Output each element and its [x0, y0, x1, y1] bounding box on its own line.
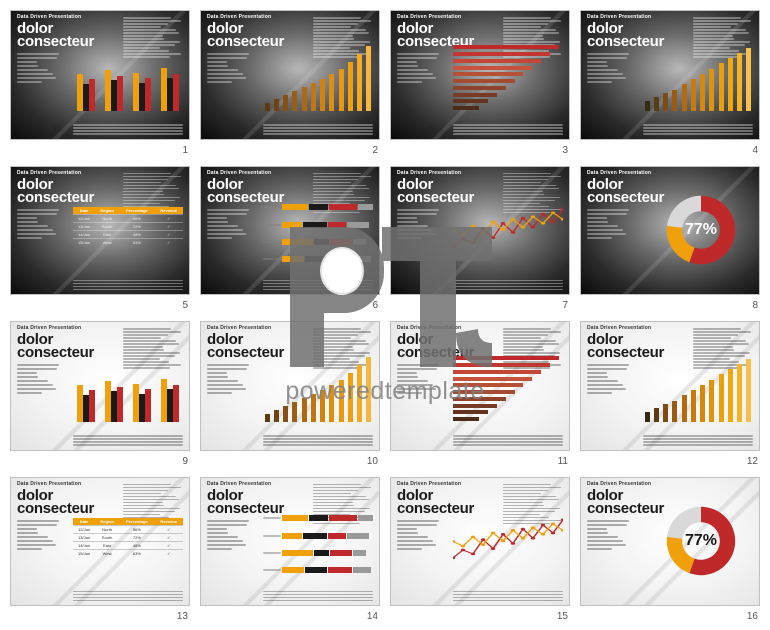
- gradient-bars-chart: [643, 45, 753, 111]
- slide-canvas: Data Driven Presentation dolorconsecteur: [390, 477, 570, 607]
- slide-number: 15: [557, 611, 568, 622]
- slide-footer-text: [263, 591, 373, 602]
- slide-thumbnail-16[interactable]: Data Driven Presentation dolorconsecteur…: [580, 477, 760, 621]
- slide-footer-text: [643, 435, 753, 446]
- slide-thumbnail-7[interactable]: Data Driven Presentation dolorconsecteur…: [390, 166, 570, 310]
- slide-number: 13: [177, 611, 188, 622]
- slide-number: 1: [182, 145, 188, 156]
- slide-footer-text: [73, 435, 183, 446]
- slide-footer-text: [263, 124, 373, 135]
- slide-canvas: Data Driven Presentation dolorconsecteur: [390, 10, 570, 140]
- slide-thumbnail-15[interactable]: Data Driven Presentation dolorconsecteur…: [390, 477, 570, 621]
- ring-chart: 77%: [653, 500, 749, 584]
- gradient-bars-chart: [643, 356, 753, 422]
- slide-canvas: Data Driven Presentation dolorconsecteur: [200, 10, 380, 140]
- slide-thumbnail-10[interactable]: Data Driven Presentation dolorconsecteur…: [200, 321, 380, 465]
- slide-canvas: Data Driven Presentation dolorconsecteur…: [10, 477, 190, 607]
- slide-canvas: Data Driven Presentation dolorconsecteur: [200, 477, 380, 607]
- slide-thumbnail-8[interactable]: Data Driven Presentation dolorconsecteur…: [580, 166, 760, 310]
- line-chart: [453, 512, 563, 578]
- slide-canvas: Data Driven Presentation dolorconsecteur: [10, 10, 190, 140]
- slide-number: 7: [562, 300, 568, 311]
- slide-number: 14: [367, 611, 378, 622]
- slide-footer-text: [453, 280, 563, 291]
- slide-thumbnail-14[interactable]: Data Driven Presentation dolorconsecteur…: [200, 477, 380, 621]
- slide-footer-text: [643, 124, 753, 135]
- slide-number: 10: [367, 456, 378, 467]
- grouped-bar-chart: [73, 356, 183, 422]
- slide-number: 11: [558, 456, 568, 467]
- slide-canvas: Data Driven Presentation dolorconsecteur: [390, 321, 570, 451]
- slide-thumbnail-3[interactable]: Data Driven Presentation dolorconsecteur…: [390, 10, 570, 154]
- slide-canvas: Data Driven Presentation dolorconsecteur…: [580, 477, 760, 607]
- slide-number: 16: [747, 611, 758, 622]
- thumbnail-grid: Data Driven Presentation dolorconsecteur…: [0, 0, 770, 630]
- ascending-bars-chart: [263, 356, 373, 422]
- slide-number: 2: [372, 145, 378, 156]
- slide-number: 3: [562, 145, 568, 156]
- thumbnail-grid-stage: Data Driven Presentation dolorconsecteur…: [0, 0, 770, 630]
- table-chart: DateRegionPercentageRevenue12/JanNorth56…: [73, 518, 183, 578]
- slide-thumbnail-13[interactable]: Data Driven Presentation dolorconsecteur…: [10, 477, 190, 621]
- slide-canvas: Data Driven Presentation dolorconsecteur: [580, 321, 760, 451]
- slide-thumbnail-4[interactable]: Data Driven Presentation dolorconsecteur…: [580, 10, 760, 154]
- slide-canvas: Data Driven Presentation dolorconsecteur…: [10, 166, 190, 296]
- slide-footer-text: [263, 280, 373, 291]
- slide-title: dolorconsecteur: [17, 489, 94, 515]
- ring-chart: 77%: [653, 189, 749, 273]
- slide-thumbnail-5[interactable]: Data Driven Presentation dolorconsecteur…: [10, 166, 190, 310]
- slide-number: 5: [182, 300, 188, 311]
- slide-number: 4: [752, 145, 758, 156]
- slide-canvas: Data Driven Presentation dolorconsecteur: [200, 321, 380, 451]
- slide-thumbnail-1[interactable]: Data Driven Presentation dolorconsecteur…: [10, 10, 190, 154]
- slide-thumbnail-2[interactable]: Data Driven Presentation dolorconsecteur…: [200, 10, 380, 154]
- stacked-hbar-chart: [263, 201, 373, 267]
- slide-footer-text: [73, 124, 183, 135]
- slide-canvas: Data Driven Presentation dolorconsecteur: [200, 166, 380, 296]
- slide-footer-text: [453, 435, 563, 446]
- slide-thumbnail-11[interactable]: Data Driven Presentation dolorconsecteur…: [390, 321, 570, 465]
- slide-footer-text: [73, 280, 183, 291]
- slide-canvas: Data Driven Presentation dolorconsecteur: [390, 166, 570, 296]
- ascending-bars-chart: [263, 45, 373, 111]
- slide-canvas: Data Driven Presentation dolorconsecteur: [10, 321, 190, 451]
- slide-number: 6: [372, 300, 378, 311]
- slide-canvas: Data Driven Presentation dolorconsecteur…: [580, 166, 760, 296]
- slide-number: 9: [182, 456, 188, 467]
- descending-hbar-chart: [453, 45, 563, 111]
- slide-thumbnail-9[interactable]: Data Driven Presentation dolorconsecteur…: [10, 321, 190, 465]
- stacked-hbar-chart: [263, 512, 373, 578]
- slide-title: dolorconsecteur: [17, 178, 94, 204]
- table-chart: DateRegionPercentageRevenue12/JanNorth56…: [73, 207, 183, 267]
- slide-canvas: Data Driven Presentation dolorconsecteur: [580, 10, 760, 140]
- slide-footer-text: [453, 124, 563, 135]
- grouped-bar-chart: [73, 45, 183, 111]
- slide-number: 8: [752, 300, 758, 311]
- slide-footer-text: [73, 591, 183, 602]
- slide-footer-text: [453, 591, 563, 602]
- slide-thumbnail-12[interactable]: Data Driven Presentation dolorconsecteur…: [580, 321, 760, 465]
- line-chart: [453, 201, 563, 267]
- slide-thumbnail-6[interactable]: Data Driven Presentation dolorconsecteur…: [200, 166, 380, 310]
- slide-number: 12: [747, 456, 758, 467]
- descending-hbar-chart: [453, 356, 563, 422]
- slide-footer-text: [263, 435, 373, 446]
